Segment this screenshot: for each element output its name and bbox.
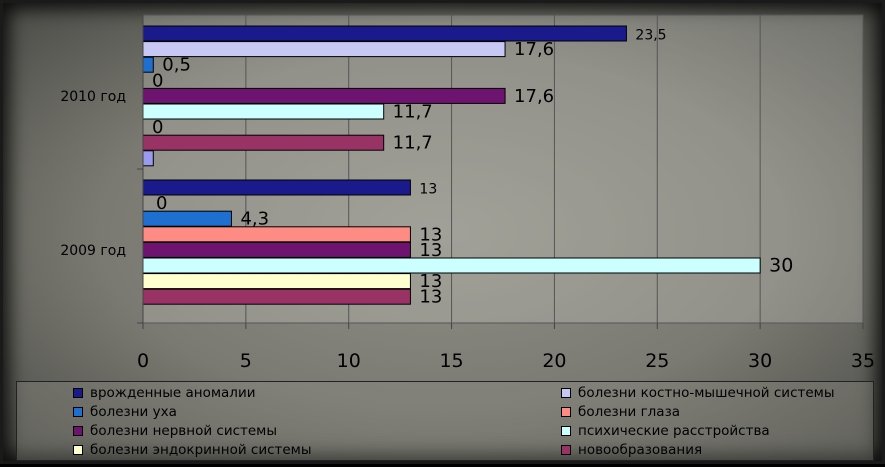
legend-label: психические расстройства bbox=[578, 422, 770, 439]
x-tick-label: 20 bbox=[542, 350, 566, 372]
legend-item: врожденные аномалии bbox=[73, 383, 561, 402]
data-label: 30 bbox=[769, 255, 793, 277]
legend-item: болезни глаза bbox=[561, 402, 873, 421]
bar bbox=[142, 179, 411, 196]
legend-item: болезни уха bbox=[73, 402, 561, 421]
data-label: 4,3 bbox=[240, 209, 269, 230]
legend-item: болезни нервной системы bbox=[73, 421, 561, 440]
legend-label: новообразования bbox=[578, 441, 703, 458]
data-label: 11,7 bbox=[393, 102, 433, 123]
x-tick-label: 5 bbox=[240, 350, 252, 372]
legend-label: болезни эндокринной системы bbox=[90, 441, 312, 458]
bar bbox=[142, 41, 506, 58]
legend-item: болезни костно-мышечной системы bbox=[561, 383, 873, 402]
legend-item: болезни эндокринной системы bbox=[73, 440, 561, 459]
legend-item: новообразования bbox=[561, 440, 873, 459]
bar bbox=[142, 87, 506, 104]
legend-swatch bbox=[561, 387, 571, 398]
data-label: 0 bbox=[156, 193, 167, 214]
data-label: 13 bbox=[419, 224, 442, 245]
data-label: 17,6 bbox=[514, 39, 554, 60]
data-label: 0,5 bbox=[162, 55, 191, 76]
category-label: 2009 год bbox=[60, 243, 126, 259]
x-tick-label: 0 bbox=[137, 350, 149, 372]
bar-chart: 23,5 13 17,6 0,5 4,3 0 13 17,6 13 11,7 30 0 13 11,7 13… bbox=[60, 14, 875, 372]
bar bbox=[142, 241, 411, 258]
data-label: 13 bbox=[419, 287, 442, 308]
bar bbox=[142, 288, 411, 305]
data-label: 13 bbox=[419, 271, 442, 292]
legend-label: болезни костно-мышечной системы bbox=[578, 384, 835, 401]
data-label: 23,5 bbox=[635, 28, 666, 44]
data-label: 13 bbox=[419, 182, 437, 198]
bar bbox=[142, 134, 385, 151]
legend-swatch bbox=[73, 444, 83, 455]
data-label: 17,6 bbox=[514, 86, 554, 107]
x-tick-label: 35 bbox=[851, 350, 875, 372]
legend-swatch bbox=[73, 406, 83, 417]
data-label: 11,7 bbox=[393, 133, 433, 154]
bar bbox=[142, 150, 154, 167]
legend-label: болезни глаза bbox=[578, 403, 681, 420]
legend-swatch bbox=[561, 444, 571, 455]
legend-swatch bbox=[561, 406, 571, 417]
x-tick-label: 25 bbox=[645, 350, 669, 372]
bar bbox=[142, 273, 411, 290]
bar bbox=[142, 103, 385, 120]
bar bbox=[142, 257, 761, 274]
axes: 0 5 10 15 20 25 30 35 2010 год 2009 год bbox=[60, 14, 875, 372]
bar bbox=[142, 226, 411, 243]
x-tick-label: 10 bbox=[337, 350, 361, 372]
legend-swatch bbox=[73, 425, 83, 436]
legend-item: психические расстройства bbox=[561, 421, 873, 440]
legend-swatch bbox=[561, 425, 571, 436]
x-tick-label: 30 bbox=[748, 350, 772, 372]
legend-label: врожденные аномалии bbox=[90, 384, 256, 401]
category-label: 2010 год bbox=[60, 89, 126, 105]
data-label: 0 bbox=[152, 70, 163, 91]
data-labels: 23,5 13 17,6 0,5 4,3 0 13 17,6 13 11,7 30 0 13 11,7 13… bbox=[152, 28, 793, 308]
data-label: 13 bbox=[419, 240, 442, 261]
legend: врожденные аномалии болезни костно-мышечн… bbox=[16, 381, 874, 461]
data-label: 0 bbox=[152, 117, 163, 138]
legend-swatch bbox=[73, 387, 83, 398]
legend-label: болезни уха bbox=[90, 403, 177, 420]
x-tick-label: 15 bbox=[439, 350, 463, 372]
legend-label: болезни нервной системы bbox=[90, 422, 278, 439]
